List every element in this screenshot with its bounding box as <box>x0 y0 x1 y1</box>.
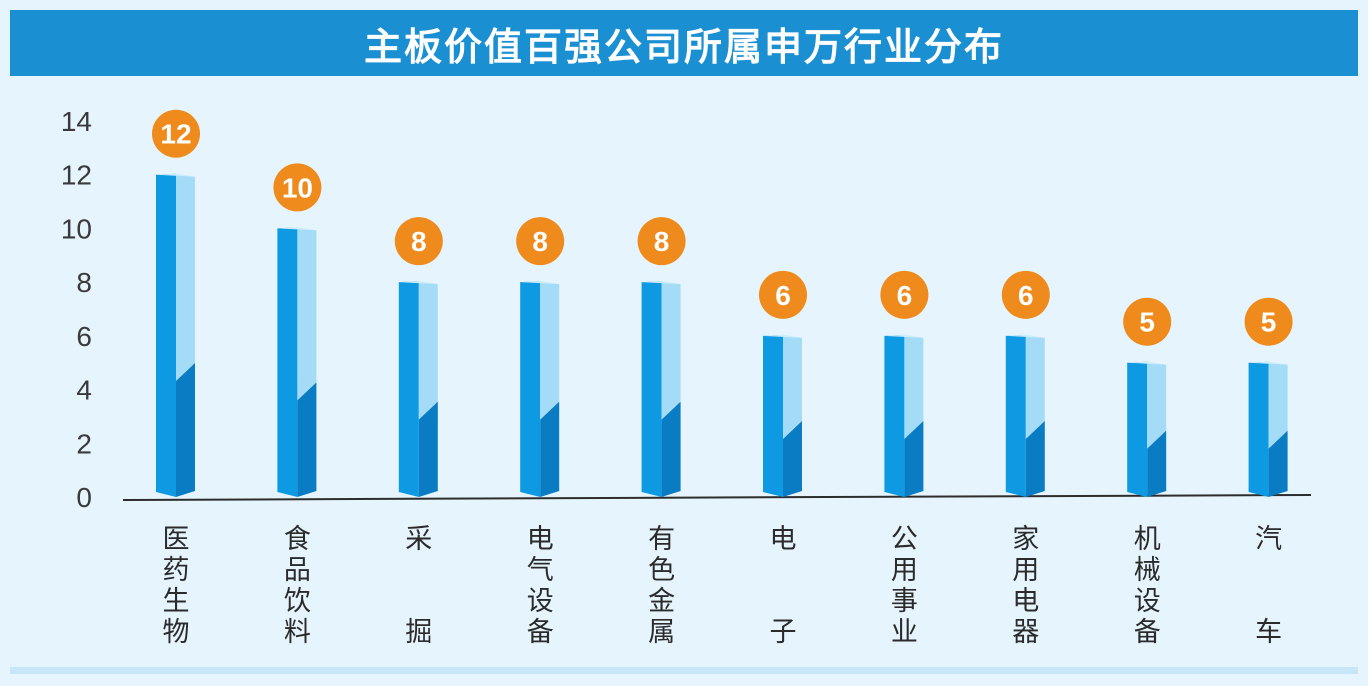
y-tick-label: 6 <box>76 321 92 352</box>
category-label: 汽车 <box>1255 524 1282 648</box>
value-badge <box>1123 297 1172 346</box>
value-badge <box>1001 270 1050 319</box>
category-label: 医药生物 <box>163 524 190 648</box>
bar-side-dark <box>904 420 924 497</box>
bar-top <box>641 281 681 285</box>
bar-top <box>763 334 802 338</box>
value-label: 8 <box>411 226 427 257</box>
bar-side-light <box>1025 334 1045 439</box>
bar-side-light <box>904 334 924 439</box>
category-label: 家用电器 <box>1012 524 1039 648</box>
y-tick-label: 4 <box>76 375 92 406</box>
bar-front <box>641 281 662 497</box>
y-tick-label: 8 <box>76 267 92 298</box>
chart-title: 主板价值百强公司所属申万行业分布 <box>363 24 1004 69</box>
bar-front <box>1005 334 1026 497</box>
bar-side-dark <box>540 401 560 497</box>
y-tick-label: 2 <box>76 428 92 459</box>
value-badge <box>152 109 200 158</box>
bar-side-dark <box>418 401 438 497</box>
bar-side-light <box>297 227 317 401</box>
bar-side-light <box>661 281 681 420</box>
x-axis-line <box>122 494 1312 501</box>
bar-top <box>1005 334 1045 338</box>
bar-side-dark <box>783 420 802 497</box>
category-label: 机械设备 <box>1134 524 1161 648</box>
category-label: 电气设备 <box>527 524 554 648</box>
bar-front <box>1248 361 1269 497</box>
bar-front <box>277 227 298 497</box>
bar-front <box>398 281 419 497</box>
bar-top <box>1248 361 1288 365</box>
bar-side-dark <box>661 401 681 497</box>
bar-side-dark <box>1268 430 1288 497</box>
bar-side-dark <box>297 382 317 497</box>
bar-side-dark <box>1147 430 1167 497</box>
bar-side-light <box>176 173 195 381</box>
bar-front <box>884 334 905 497</box>
bar-front <box>1127 361 1148 497</box>
bottom-strip <box>10 667 1358 674</box>
category-label: 有色金属 <box>648 524 675 648</box>
bar-side-light <box>418 281 438 420</box>
category-label: 电子 <box>770 524 797 648</box>
bar-top <box>156 173 195 177</box>
data-labels-group: 12 10 8 8 8 6 6 6 5 5 <box>152 109 1293 346</box>
bar-front <box>520 281 541 497</box>
bar-top <box>1127 361 1167 365</box>
bar-front <box>763 334 783 497</box>
y-tick-label: 0 <box>76 482 92 513</box>
bars-group <box>156 173 1288 497</box>
value-label: 8 <box>654 226 670 257</box>
value-label: 5 <box>1261 307 1277 338</box>
y-tick-label: 14 <box>61 106 92 137</box>
y-tick-label: 12 <box>61 160 92 191</box>
value-label: 5 <box>1139 307 1155 338</box>
bar-front <box>156 173 176 497</box>
value-label: 6 <box>897 280 913 311</box>
bar-side-dark <box>176 362 195 497</box>
bar-top <box>884 334 924 338</box>
bar-side-dark <box>1025 420 1045 497</box>
value-badge <box>516 217 565 266</box>
value-label: 6 <box>1018 280 1034 311</box>
bar-top <box>277 227 317 231</box>
bar-top <box>520 281 560 285</box>
category-label: 公用事业 <box>891 524 918 648</box>
y-axis: 0 2 4 6 8 10 12 14 <box>61 106 92 513</box>
value-label: 8 <box>532 226 548 257</box>
value-badge <box>273 163 322 212</box>
value-label: 12 <box>160 119 191 150</box>
bar-top <box>398 281 438 285</box>
category-label: 采掘 <box>405 524 432 648</box>
bar-side-light <box>1268 361 1288 449</box>
category-label: 食品饮料 <box>284 524 311 648</box>
value-label: 6 <box>775 280 791 311</box>
y-tick-label: 10 <box>61 213 92 244</box>
bar-side-light <box>540 281 560 420</box>
value-label: 10 <box>282 172 313 203</box>
value-badge <box>880 270 929 319</box>
value-badge <box>759 270 807 319</box>
bar-side-light <box>783 334 802 439</box>
bar-side-light <box>1147 361 1167 449</box>
value-badge <box>394 217 443 266</box>
value-badge <box>1244 297 1293 346</box>
x-axis-categories: 医药生物 食品饮料 采掘 电气设备 有色金属 电子 公用事业 家用电器 机械设备 汽车 <box>163 524 1283 648</box>
title-banner: 主板价值百强公司所属申万行业分布 <box>10 10 1358 76</box>
value-badge <box>637 217 686 266</box>
